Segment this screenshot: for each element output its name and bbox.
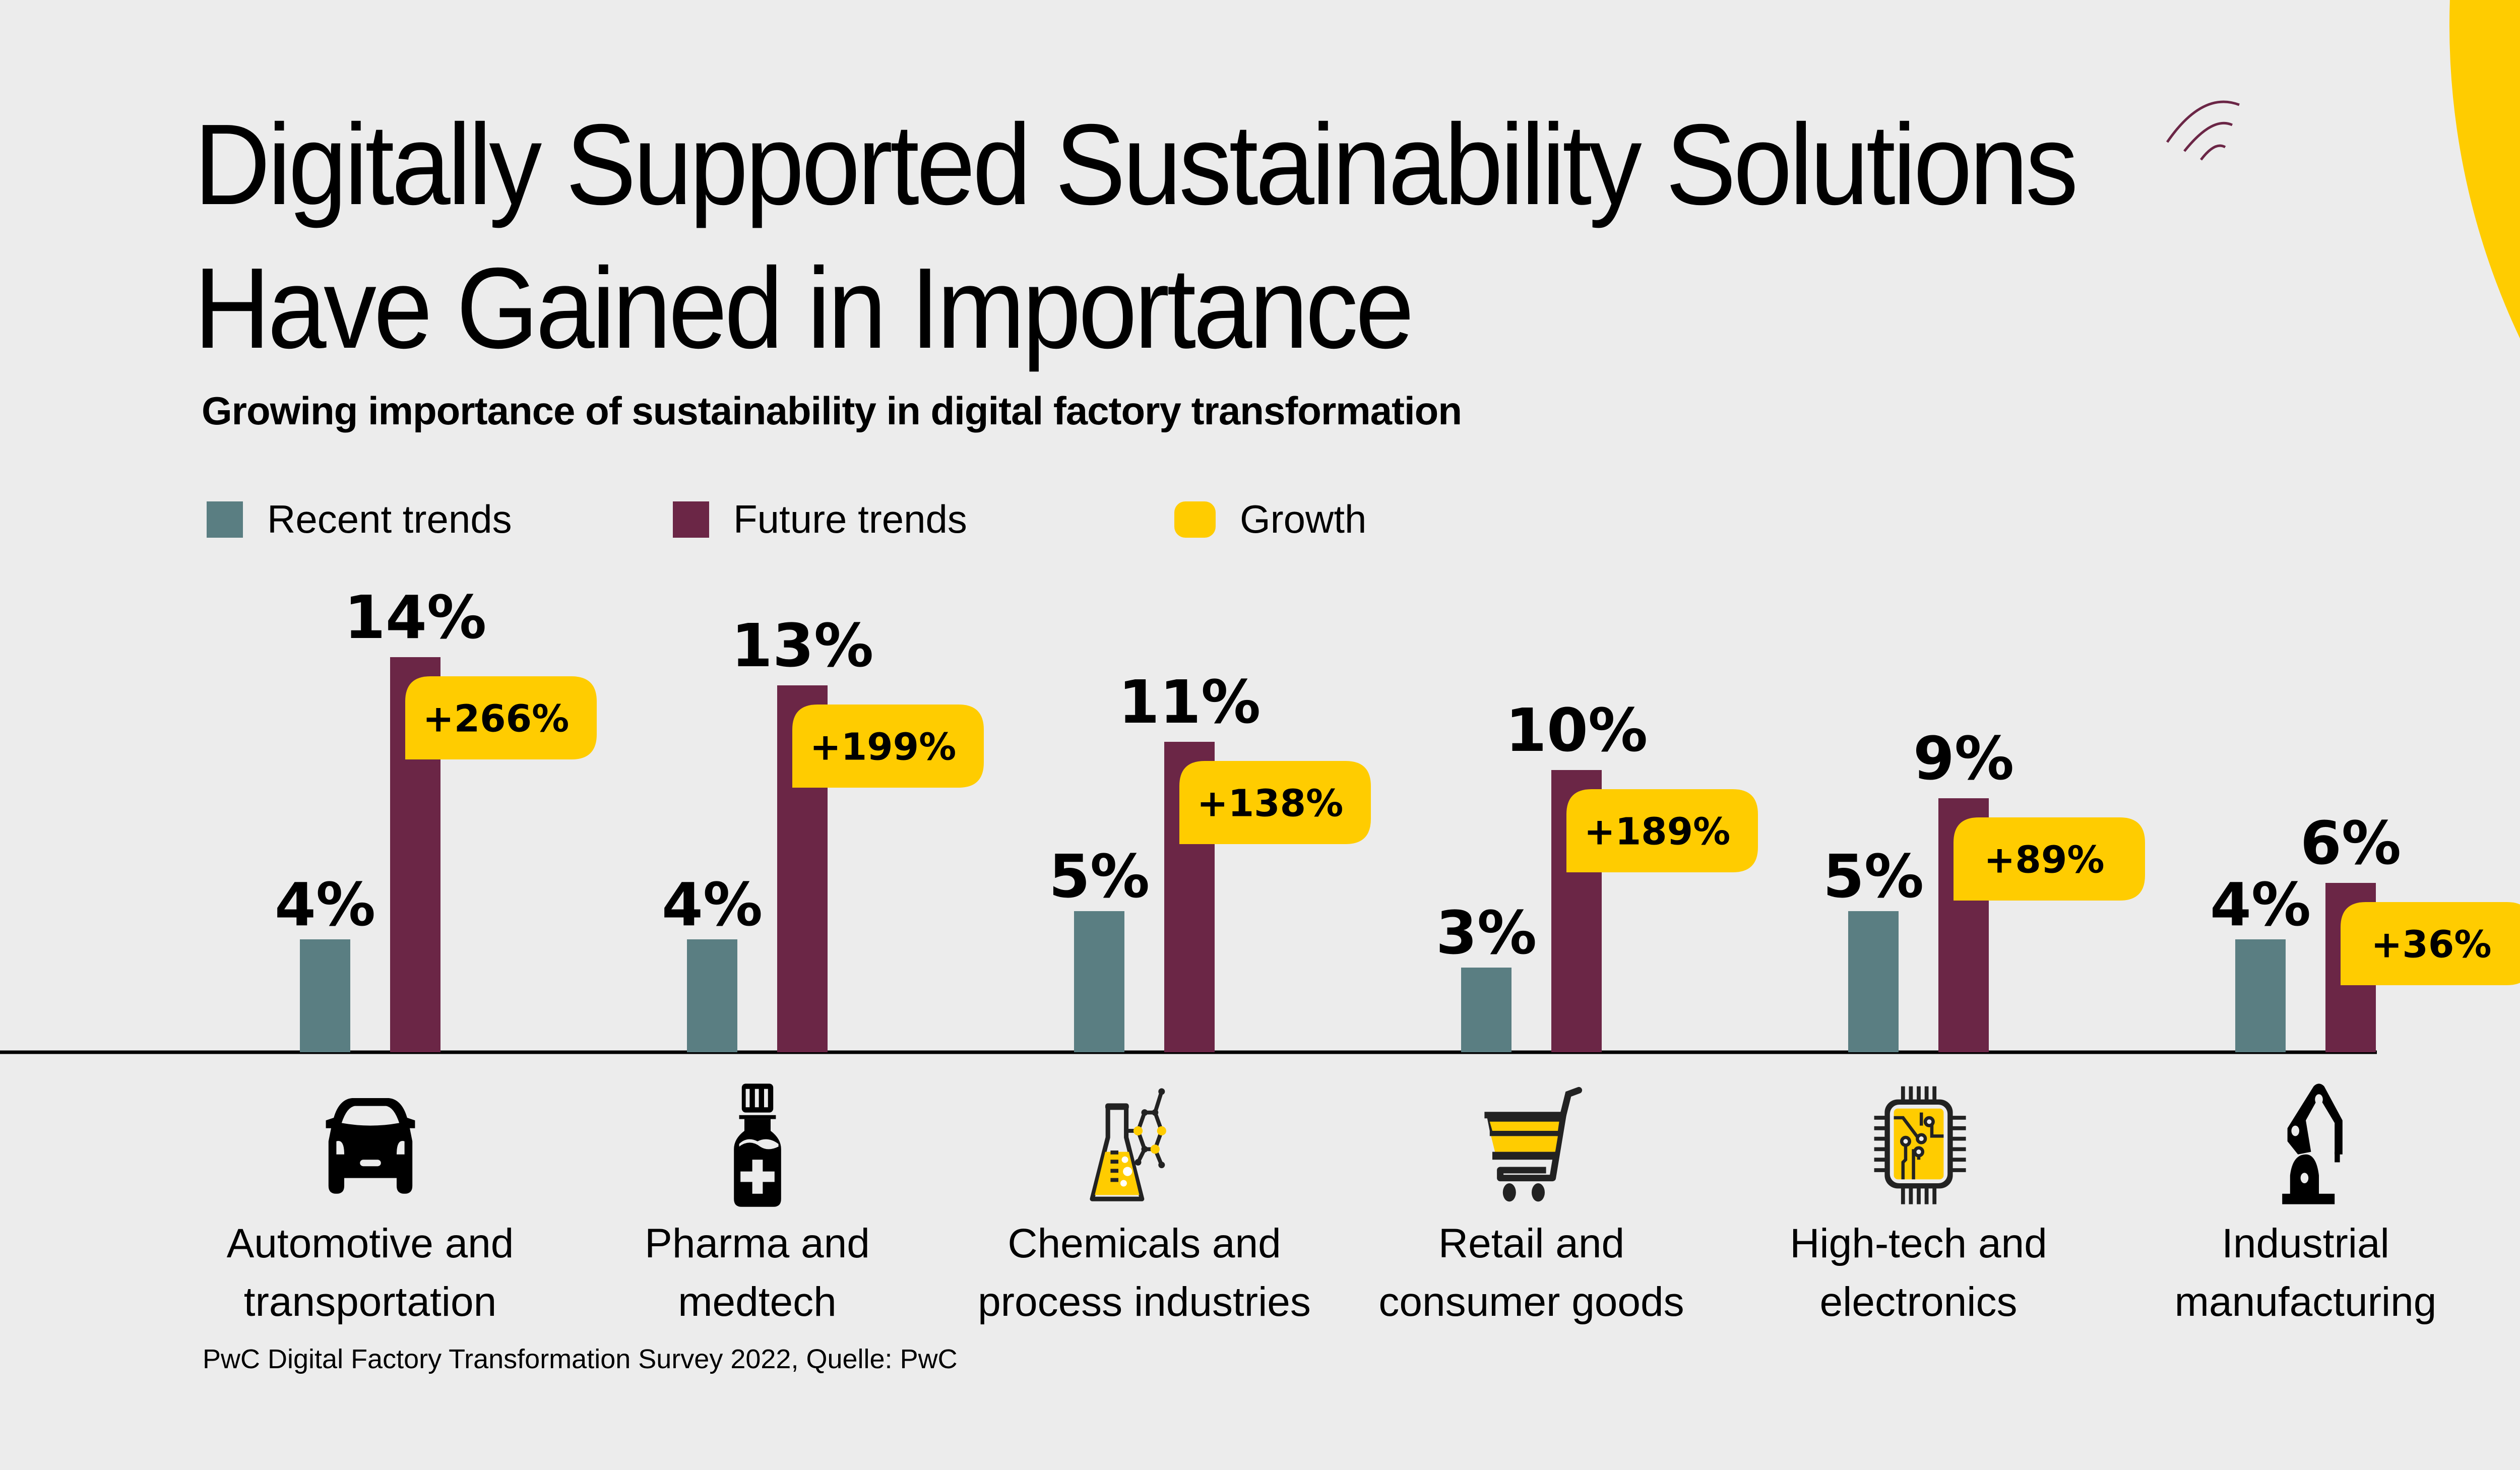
legend-swatch-growth — [1174, 501, 1216, 538]
category-2: Chemicals and process industries — [968, 1078, 1321, 1331]
title-line-2: Have Gained in Importance — [194, 244, 1414, 372]
growth-badge-5 — [2341, 902, 2520, 985]
legend-label: Recent trends — [267, 497, 512, 541]
value-label-future-0: 14% — [344, 583, 486, 652]
legend-label: Growth — [1240, 497, 1367, 541]
bar-recent-2 — [1074, 911, 1124, 1052]
value-label-recent-2: 5% — [1049, 842, 1150, 911]
page-title: Digitally Supported Sustainability Solut… — [194, 93, 2078, 380]
chart-subtitle: Growing importance of sustainability in … — [202, 389, 1462, 433]
value-label-recent-5: 4% — [2210, 870, 2311, 939]
robot-arm-illustration — [2166, 100, 2240, 161]
robot-arm-icon — [2129, 1078, 2482, 1209]
category-1: Pharma and medtech — [581, 1078, 934, 1331]
category-label-line: Chemicals and — [1007, 1221, 1281, 1266]
category-label-line: consumer goods — [1378, 1279, 1684, 1325]
category-label-line: process industries — [978, 1279, 1311, 1325]
growth-badge-3 — [1566, 789, 1758, 872]
bar-recent-4 — [1848, 911, 1899, 1052]
signal-arc — [2183, 121, 2233, 152]
category-label: Retail and consumer goods — [1355, 1215, 1708, 1331]
value-label-recent-3: 3% — [1436, 898, 1537, 968]
value-label-recent-1: 4% — [662, 870, 763, 939]
bar-recent-0 — [300, 939, 350, 1052]
category-5: Industrial manufacturing — [2129, 1078, 2482, 1331]
category-label-line: Industrial — [2222, 1221, 2389, 1266]
legend-swatch-recent — [207, 501, 243, 538]
category-label-line: High-tech and — [1790, 1221, 2047, 1266]
microchip-icon — [1742, 1078, 2095, 1209]
shopping-cart-icon — [1355, 1078, 1708, 1209]
category-label-line: transportation — [243, 1279, 497, 1325]
category-label-line: electronics — [1819, 1279, 2018, 1325]
legend-item-future: Future trends — [673, 496, 967, 542]
signal-arc — [2200, 144, 2226, 161]
car-icon — [194, 1078, 547, 1209]
category-label: Automotive and transportation — [194, 1215, 547, 1331]
growth-label-2: +138% — [1197, 782, 1344, 825]
source-note: PwC Digital Factory Transformation Surve… — [203, 1344, 958, 1374]
category-label: Pharma and medtech — [581, 1215, 934, 1331]
growth-badge-0 — [405, 676, 597, 759]
growth-label-0: +266% — [423, 697, 570, 741]
medicine-bottle-icon — [581, 1078, 934, 1209]
value-label-future-5: 6% — [2300, 808, 2401, 878]
growth-label-4: +89% — [1984, 839, 2104, 882]
category-3: Retail and consumer goods — [1355, 1078, 1708, 1331]
category-label: High-tech and electronics — [1742, 1215, 2095, 1331]
legend-label: Future trends — [733, 497, 967, 541]
value-label-recent-0: 4% — [275, 870, 375, 939]
growth-badge-1 — [792, 705, 984, 788]
growth-label-3: +189% — [1584, 810, 1731, 854]
bar-recent-3 — [1461, 968, 1511, 1052]
category-label-line: manufacturing — [2174, 1279, 2437, 1325]
category-label: Industrial manufacturing — [2129, 1215, 2482, 1331]
category-label-line: Retail and — [1438, 1221, 1625, 1266]
category-4: High-tech and electronics — [1742, 1078, 2095, 1331]
category-label: Chemicals and process industries — [968, 1215, 1321, 1331]
bar-recent-5 — [2235, 939, 2286, 1052]
growth-label-5: +36% — [2371, 923, 2491, 967]
value-label-future-2: 11% — [1118, 667, 1261, 737]
category-0: Automotive and transportation — [194, 1078, 547, 1331]
bar-recent-1 — [687, 939, 737, 1052]
growth-badge-4 — [1954, 817, 2145, 901]
chemistry-flask-icon — [968, 1078, 1321, 1209]
growth-label-1: +199% — [810, 726, 957, 769]
value-label-future-1: 13% — [731, 611, 873, 680]
legend-item-recent: Recent trends — [207, 496, 512, 542]
legend-swatch-future — [673, 501, 709, 538]
signal-arcs-icon — [2166, 100, 2240, 161]
value-label-future-3: 10% — [1505, 695, 1648, 765]
legend-item-growth: Growth — [1174, 496, 1366, 542]
signal-arc — [2166, 100, 2240, 143]
growth-badge-2 — [1179, 761, 1371, 844]
title-line-1: Digitally Supported Sustainability Solut… — [194, 101, 2078, 229]
category-label-line: medtech — [678, 1279, 837, 1325]
category-label-line: Automotive and — [226, 1221, 514, 1266]
value-label-future-4: 9% — [1913, 724, 2014, 793]
value-label-recent-4: 5% — [1823, 842, 1924, 911]
category-label-line: Pharma and — [645, 1221, 870, 1266]
